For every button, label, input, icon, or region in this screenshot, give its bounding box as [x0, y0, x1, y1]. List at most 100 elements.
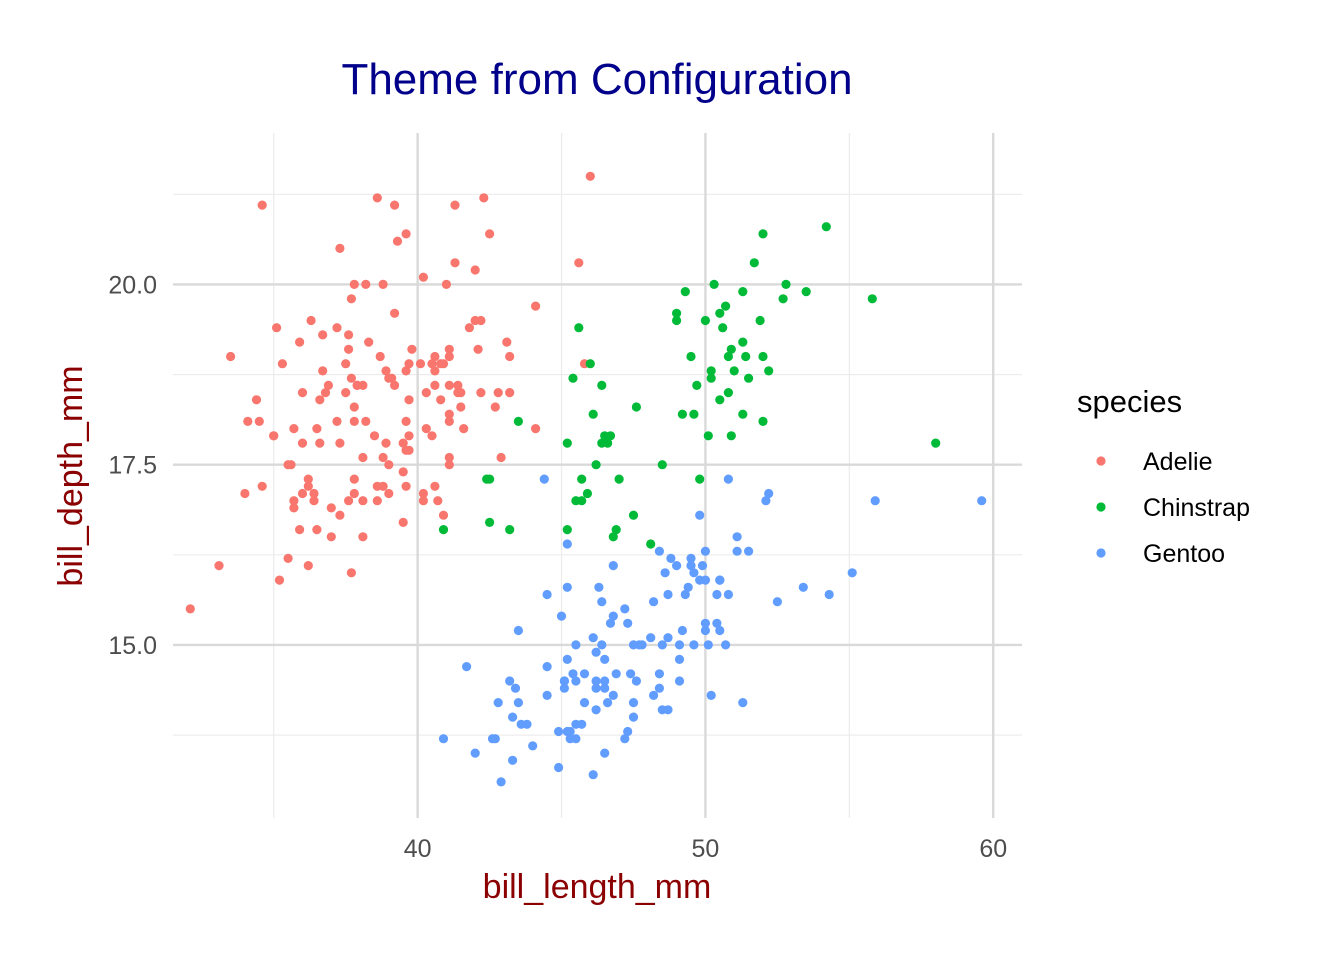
data-point: [407, 344, 417, 354]
data-point: [562, 582, 572, 592]
data-point: [568, 669, 578, 679]
data-point: [531, 424, 541, 434]
data-point: [427, 359, 437, 369]
data-point: [700, 546, 711, 556]
data-point: [574, 258, 584, 268]
data-point: [628, 510, 639, 520]
data-point: [686, 561, 696, 571]
data-point: [847, 568, 857, 578]
legend-key: [1096, 502, 1106, 512]
data-point: [470, 748, 480, 758]
data-point: [243, 416, 253, 426]
data-point: [269, 431, 279, 441]
data-point: [513, 416, 524, 426]
legend: species Adelie Chinstrap Gentoo: [1077, 384, 1250, 568]
data-point: [479, 193, 489, 203]
data-point: [686, 553, 696, 564]
data-point: [715, 395, 725, 405]
data-point: [378, 452, 388, 463]
data-point: [674, 654, 685, 665]
data-point: [674, 676, 685, 686]
data-point: [689, 568, 699, 578]
data-point: [450, 200, 460, 210]
data-point: [623, 726, 633, 737]
data-point: [251, 395, 262, 405]
data-point: [297, 438, 308, 448]
data-point: [430, 481, 440, 491]
data-point: [620, 604, 630, 614]
data-point: [559, 683, 570, 693]
data-point: [680, 589, 690, 600]
data-point: [297, 388, 308, 398]
data-point: [438, 525, 449, 535]
data-point: [695, 575, 705, 585]
data-point: [358, 452, 368, 463]
legend-item-gentoo: Gentoo: [1096, 540, 1225, 568]
data-point: [361, 279, 371, 289]
data-point: [674, 640, 685, 650]
data-point: [349, 488, 359, 499]
data-point: [600, 676, 610, 686]
data-point: [450, 258, 460, 268]
data-point: [295, 525, 305, 535]
data-point: [631, 402, 642, 412]
data-point: [352, 380, 362, 390]
legend-item-adelie: Adelie: [1096, 448, 1213, 476]
data-point: [723, 474, 734, 484]
data-point: [493, 698, 503, 708]
data-point: [695, 474, 705, 484]
data-point: [657, 640, 667, 650]
data-point: [398, 517, 408, 528]
data-point: [297, 488, 308, 499]
data-point: [700, 618, 711, 628]
data-point: [456, 402, 466, 412]
data-point: [381, 366, 391, 376]
data-point: [801, 287, 811, 297]
data-point: [628, 712, 639, 722]
data-point: [568, 373, 578, 383]
data-point: [700, 625, 711, 636]
data-point: [562, 654, 572, 665]
data-point: [289, 424, 299, 434]
data-point: [289, 496, 299, 506]
data-point: [309, 496, 319, 506]
data-point: [438, 510, 449, 520]
data-point: [608, 611, 618, 621]
data-point: [490, 402, 500, 412]
data-point: [715, 625, 725, 636]
data-point: [344, 496, 354, 506]
data-point: [600, 654, 610, 665]
data-point: [485, 517, 495, 528]
data-point: [444, 344, 454, 354]
data-point: [663, 633, 673, 643]
data-point: [226, 351, 236, 362]
data-point: [476, 315, 486, 326]
data-point: [723, 388, 734, 398]
data-point: [390, 380, 400, 390]
data-point: [781, 279, 791, 289]
data-point: [565, 734, 575, 744]
data-point: [436, 395, 446, 405]
data-point: [738, 698, 748, 708]
data-point: [631, 676, 642, 686]
data-point: [574, 323, 584, 333]
data-point: [689, 409, 699, 419]
data-point: [870, 496, 880, 506]
data-point: [657, 705, 667, 715]
data-point: [332, 323, 342, 333]
data-point: [597, 597, 607, 607]
data-point: [384, 488, 394, 499]
data-point: [257, 200, 267, 210]
data-point: [597, 640, 607, 650]
data-point: [401, 481, 411, 491]
data-point: [522, 719, 532, 729]
data-point: [384, 460, 394, 470]
data-point: [562, 539, 572, 549]
data-point: [697, 561, 708, 571]
x-tick-label: 50: [692, 835, 720, 863]
data-point: [703, 431, 713, 441]
data-point: [470, 265, 480, 275]
data-point: [320, 388, 331, 398]
data-point: [372, 481, 382, 491]
